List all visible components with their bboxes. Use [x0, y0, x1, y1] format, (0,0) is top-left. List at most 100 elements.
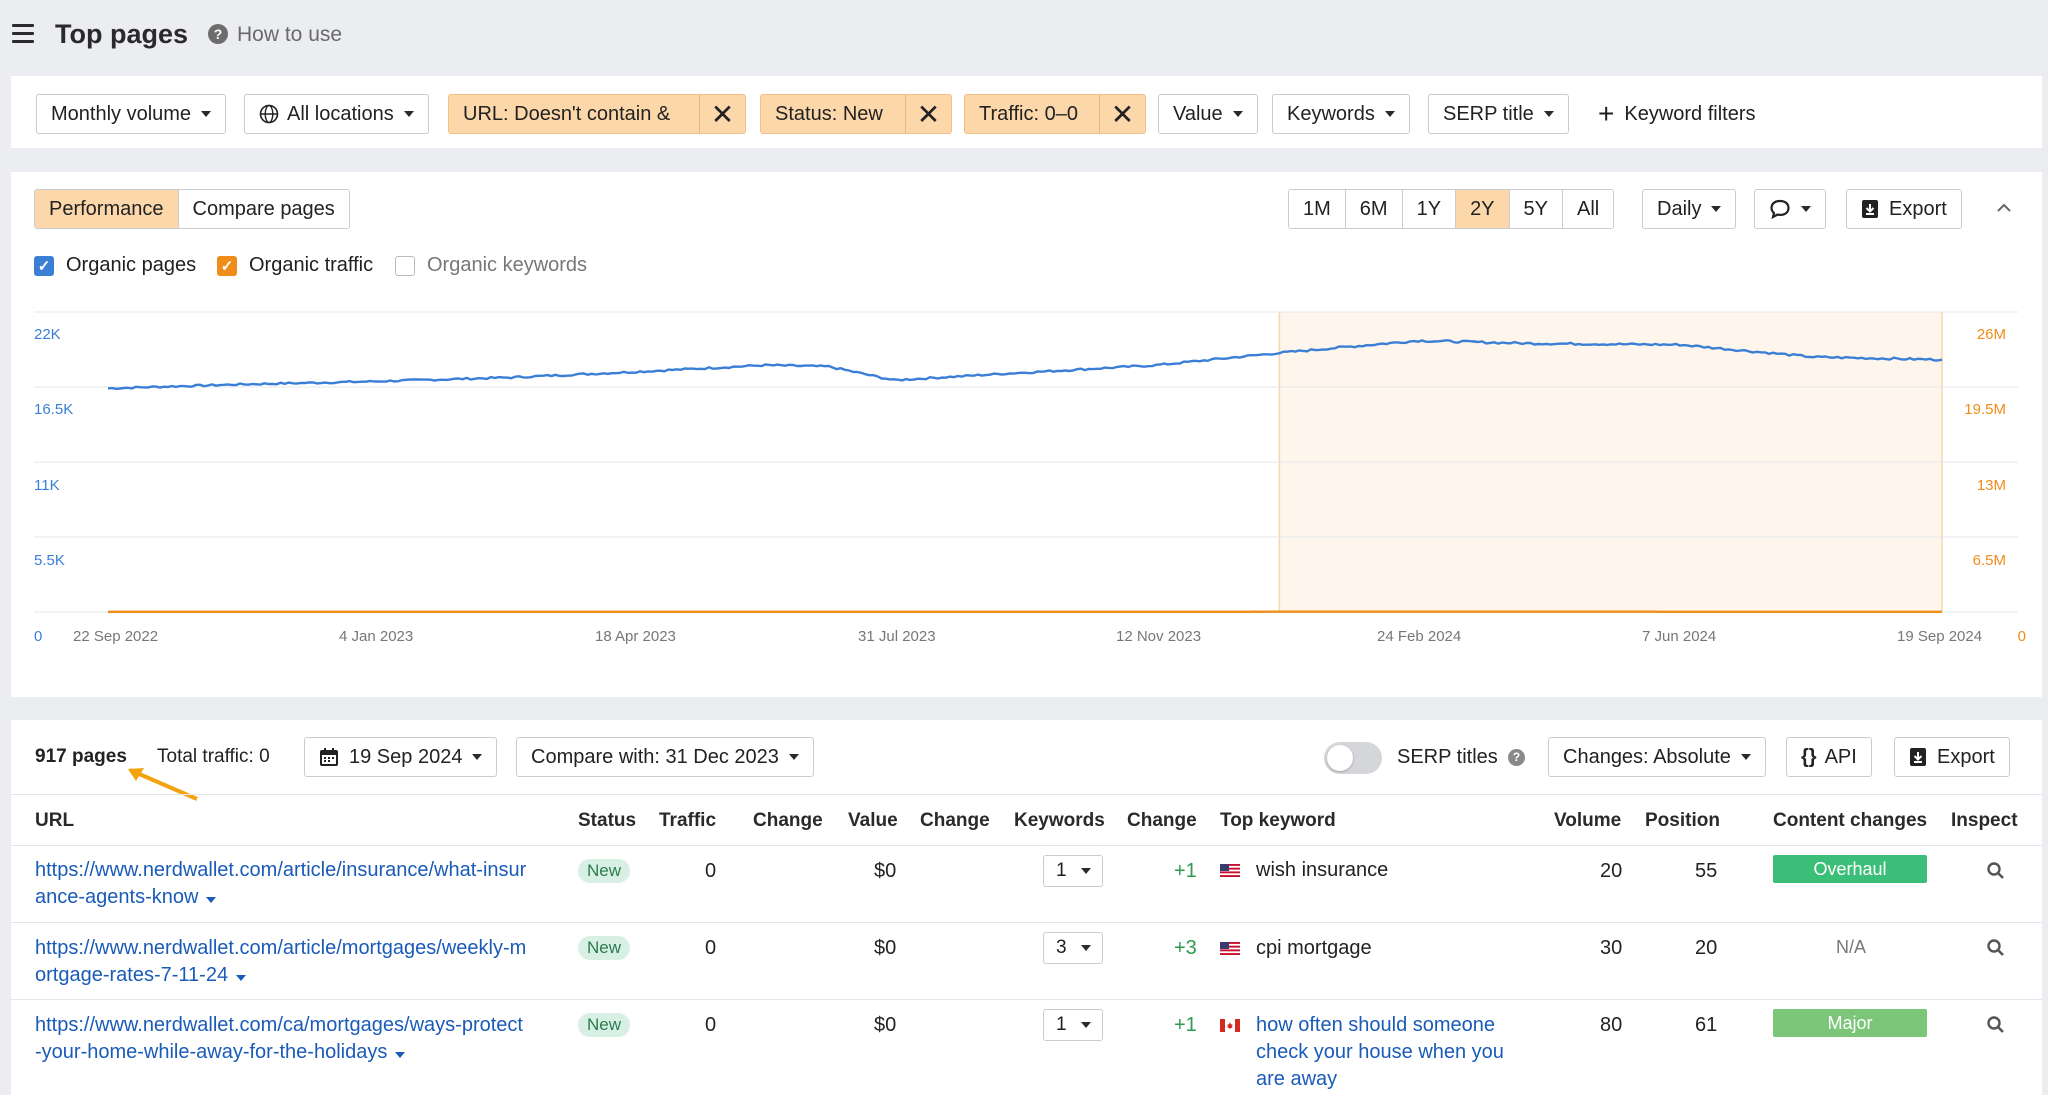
locations-dropdown[interactable]: All locations: [244, 94, 429, 134]
keyword-filters-button[interactable]: + Keyword filters: [1598, 100, 1756, 128]
tab-compare-pages[interactable]: Compare pages: [178, 190, 349, 228]
us-flag-icon: [1220, 864, 1240, 877]
url-link[interactable]: https://www.nerdwallet.com/article/mortg…: [35, 937, 527, 959]
compare-with-label: Compare with: 31 Dec 2023: [531, 745, 779, 768]
canada-flag-icon: [1220, 1019, 1240, 1032]
arrow-annotation-icon: [128, 768, 198, 801]
x-tick: 19 Sep 2024: [1897, 628, 1983, 645]
y-tick-right: 13M: [1976, 477, 2006, 494]
chart-export-button[interactable]: Export: [1846, 189, 1962, 229]
top-keyword-line: how often should someone: [1256, 1014, 1496, 1036]
keywords-dropdown[interactable]: Keywords: [1272, 94, 1410, 134]
date-picker[interactable]: 19 Sep 2024: [304, 737, 498, 777]
keyword-filters-label: Keyword filters: [1624, 102, 1756, 125]
col-header-keywords-change[interactable]: Change: [1127, 810, 1197, 831]
help-icon[interactable]: ?: [208, 24, 228, 44]
url-link[interactable]: https://www.nerdwallet.com/article/insur…: [35, 859, 527, 881]
chevron-down-icon[interactable]: [236, 975, 247, 981]
search-icon[interactable]: [1986, 938, 2006, 958]
api-button[interactable]: {} API: [1786, 737, 1872, 777]
monthly-volume-dropdown[interactable]: Monthly volume: [36, 94, 227, 134]
x-tick: 22 Sep 2022: [73, 628, 159, 645]
content-change-badge[interactable]: Overhaul: [1773, 855, 1927, 883]
help-icon[interactable]: ?: [1508, 749, 1525, 766]
col-header-value[interactable]: Value: [848, 810, 898, 831]
traffic-filter-chip[interactable]: Traffic: 0–0 ✕: [964, 94, 1146, 134]
volume-cell: 30: [1600, 937, 1623, 959]
range-1y[interactable]: 1Y: [1402, 190, 1457, 228]
chevron-down-icon: [1080, 868, 1091, 874]
changes-dropdown[interactable]: Changes: Absolute: [1548, 737, 1766, 777]
top-keyword-link[interactable]: how often should someone check your hous…: [1256, 1012, 1546, 1093]
col-header-position[interactable]: Position: [1645, 810, 1720, 831]
url-link[interactable]: https://www.nerdwallet.com/ca/mortgages/…: [35, 1014, 523, 1036]
content-change-badge[interactable]: Major: [1773, 1009, 1927, 1037]
range-2y[interactable]: 2Y: [1456, 190, 1510, 228]
col-header-value-change[interactable]: Change: [920, 810, 990, 831]
status-badge: New: [578, 936, 631, 960]
url-link[interactable]: -your-home-while-away-for-the-holidays: [35, 1039, 565, 1066]
range-6m[interactable]: 6M: [1345, 190, 1403, 228]
interval-dropdown[interactable]: Daily: [1642, 189, 1737, 229]
status-filter-chip[interactable]: Status: New ✕: [760, 94, 952, 134]
table-row-url[interactable]: https://www.nerdwallet.com/article/mortg…: [35, 935, 565, 989]
close-icon[interactable]: ✕: [1099, 95, 1145, 133]
chevron-down-icon: [1080, 945, 1091, 951]
col-header-volume[interactable]: Volume: [1554, 810, 1622, 831]
value-cell: $0: [874, 937, 897, 959]
top-keyword-link[interactable]: cpi mortgage: [1256, 937, 1372, 959]
close-icon[interactable]: ✕: [699, 95, 745, 133]
url-filter-chip[interactable]: URL: Doesn't contain & ✕: [448, 94, 746, 134]
legend-organic-keywords-label: Organic keywords: [427, 254, 588, 276]
legend-organic-pages[interactable]: ✓ Organic pages: [34, 254, 196, 277]
keywords-select[interactable]: 1: [1043, 1009, 1103, 1041]
tab-performance[interactable]: Performance: [35, 190, 179, 228]
url-link-part: ance-agents-know: [35, 886, 199, 908]
menu-icon[interactable]: [12, 24, 34, 44]
range-5y[interactable]: 5Y: [1509, 190, 1563, 228]
how-to-use-link[interactable]: How to use: [237, 23, 343, 46]
table-export-button[interactable]: Export: [1894, 737, 2010, 777]
legend-organic-traffic[interactable]: ✓ Organic traffic: [217, 254, 373, 277]
col-header-top-keyword[interactable]: Top keyword: [1220, 810, 1336, 831]
col-header-traffic[interactable]: Traffic: [659, 810, 717, 831]
position-cell: 55: [1695, 860, 1718, 882]
value-dropdown[interactable]: Value: [1158, 94, 1258, 134]
y-tick-left: 11K: [34, 477, 60, 494]
compare-with-dropdown[interactable]: Compare with: 31 Dec 2023: [516, 737, 814, 777]
chevron-down-icon: [788, 754, 799, 760]
table-row-url[interactable]: https://www.nerdwallet.com/article/insur…: [35, 857, 565, 911]
search-icon[interactable]: [1986, 861, 2006, 881]
status-filter-label: Status: New: [775, 102, 883, 125]
col-header-keywords[interactable]: Keywords: [1014, 810, 1105, 831]
x-tick: 4 Jan 2023: [339, 628, 414, 645]
performance-chart[interactable]: [0, 300, 2048, 660]
top-keyword-link[interactable]: wish insurance: [1256, 859, 1389, 881]
range-all[interactable]: All: [1563, 190, 1614, 228]
url-link[interactable]: ance-agents-know: [35, 884, 565, 911]
range-1m[interactable]: 1M: [1289, 190, 1346, 228]
col-header-traffic-change[interactable]: Change: [753, 810, 823, 831]
calendar-icon: [320, 748, 338, 766]
serp-title-dropdown[interactable]: SERP title: [1428, 94, 1569, 134]
chevron-down-icon: [1232, 111, 1243, 117]
col-header-status[interactable]: Status: [578, 810, 637, 831]
col-header-inspect[interactable]: Inspect: [1951, 810, 2018, 831]
collapse-icon[interactable]: [1996, 200, 2012, 216]
url-link[interactable]: ortgage-rates-7-11-24: [35, 962, 565, 989]
legend-organic-keywords[interactable]: Organic keywords: [395, 254, 587, 277]
serp-titles-toggle[interactable]: [1324, 742, 1382, 774]
search-icon[interactable]: [1986, 1015, 2006, 1035]
x-tick: 7 Jun 2024: [1642, 628, 1717, 645]
table-row-url[interactable]: https://www.nerdwallet.com/ca/mortgages/…: [35, 1012, 565, 1066]
col-header-url[interactable]: URL: [35, 810, 75, 831]
keywords-select[interactable]: 3: [1043, 932, 1103, 964]
close-icon[interactable]: ✕: [905, 95, 951, 133]
chevron-down-icon[interactable]: [395, 1052, 406, 1058]
chevron-down-icon[interactable]: [206, 897, 217, 903]
x-tick: 24 Feb 2024: [1377, 628, 1462, 645]
col-header-content-changes[interactable]: Content changes: [1773, 810, 1928, 831]
volume-cell: 20: [1600, 860, 1623, 882]
annotations-dropdown[interactable]: [1754, 189, 1826, 229]
keywords-select[interactable]: 1: [1043, 855, 1103, 887]
